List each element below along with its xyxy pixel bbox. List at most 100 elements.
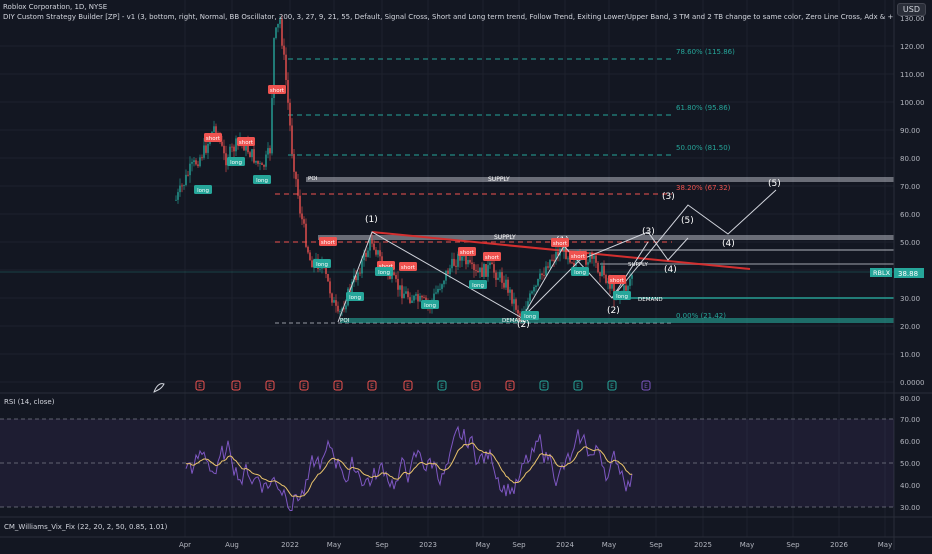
rsi-ma-line <box>186 442 633 498</box>
candle-body <box>229 146 231 160</box>
price-tick-label: 20.00 <box>900 323 920 331</box>
earnings-event-marker[interactable] <box>333 380 343 391</box>
poi-label-bottom: POI <box>340 318 350 324</box>
elliott-wave-drawings: (1) (2) (1) (2) (3) (4) (5) (3) (4) (5) <box>337 179 781 330</box>
candle-body <box>423 297 425 299</box>
candle-body <box>529 293 531 302</box>
candle-body <box>371 239 373 244</box>
candle-body <box>469 259 471 263</box>
time-tick-label: Apr <box>179 541 191 549</box>
earnings-event-label: E <box>406 383 410 390</box>
earnings-event-label: E <box>474 383 478 390</box>
candle-body <box>419 295 421 302</box>
candle-body <box>199 157 201 167</box>
candle-body <box>507 279 509 293</box>
earnings-event-marker[interactable] <box>505 380 515 391</box>
candle-body <box>267 148 269 155</box>
long-signal-badge <box>313 259 331 268</box>
candle-body <box>393 272 395 276</box>
earnings-event-label: E <box>302 383 306 390</box>
earnings-event-marker[interactable] <box>265 380 275 391</box>
candle-body <box>259 163 261 165</box>
candle-body <box>339 311 341 312</box>
price-tick-label: 120.00 <box>900 43 925 51</box>
earnings-event-marker[interactable] <box>195 380 205 391</box>
price-tick-label: 0.0000 <box>900 379 925 387</box>
earnings-event-label: E <box>336 383 340 390</box>
candle-body <box>399 285 401 290</box>
last-price-bg <box>894 268 924 278</box>
candle-body <box>589 252 591 263</box>
candle-body <box>325 265 327 275</box>
candle-body <box>283 45 285 55</box>
time-tick-label: May <box>740 541 754 549</box>
symbol-title[interactable]: Roblox Corporation, 1D, NYSE <box>3 3 108 11</box>
long-signal-badge <box>227 157 245 166</box>
candle-body <box>515 299 517 310</box>
earnings-event-marker[interactable] <box>573 380 583 391</box>
earnings-event-marker[interactable] <box>367 380 377 391</box>
time-tick-label: Sep <box>786 541 800 549</box>
candle-body <box>175 199 177 201</box>
candle-body <box>295 171 297 180</box>
candle-body <box>475 270 477 271</box>
candle-body <box>331 293 333 303</box>
long-signal-label: long <box>316 262 328 268</box>
long-signal-badge <box>346 292 364 301</box>
candle-body <box>493 264 495 273</box>
candle-body <box>465 255 467 265</box>
short-signal-badge <box>204 133 222 142</box>
short-signal-label: short <box>460 250 475 256</box>
candle-body <box>539 273 541 280</box>
time-axis[interactable]: Apr Aug 2022 May Sep 2023 May Sep 2024 May Sep 2025… <box>179 541 892 549</box>
rsi-tick-label: 50.00 <box>900 460 920 468</box>
candle-body <box>553 259 555 261</box>
candle-body <box>467 259 469 265</box>
time-tick-label: May <box>602 541 616 549</box>
candle-body <box>257 160 259 164</box>
rsi-tick-label: 30.00 <box>900 504 920 512</box>
candle-body <box>297 179 299 196</box>
candle-body <box>351 281 353 293</box>
indicator-legend[interactable]: DIY Custom Strategy Builder [ZP] - v1 (3… <box>3 13 893 21</box>
candle-body <box>405 291 407 294</box>
candle-body <box>487 265 489 277</box>
candle-body <box>203 145 205 158</box>
candle-body <box>303 219 305 224</box>
short-signal-label: short <box>321 240 336 246</box>
candle-body <box>307 246 309 253</box>
candle-body <box>543 275 545 276</box>
candle-body <box>215 126 217 135</box>
earnings-event-marker[interactable] <box>299 380 309 391</box>
rsi-tick-label: 40.00 <box>900 482 920 490</box>
long-signal-badge <box>571 267 589 276</box>
candle-body <box>595 255 597 263</box>
earnings-event-marker[interactable] <box>403 380 413 391</box>
candle-body <box>481 267 483 277</box>
candle-body <box>453 258 455 266</box>
candle-body <box>535 285 537 288</box>
candle-body <box>545 266 547 276</box>
short-signal-label: short <box>485 255 500 261</box>
earnings-event-marker[interactable] <box>539 380 549 391</box>
earnings-event-marker[interactable] <box>641 380 651 391</box>
candle-body <box>301 213 303 220</box>
fib-label-786: 78.60% (115.86) <box>676 48 735 56</box>
fib-label-500: 50.00% (81.50) <box>676 144 731 152</box>
candle-body <box>305 223 307 247</box>
candle-body <box>373 243 375 250</box>
candle-body <box>623 285 625 293</box>
earnings-event-marker[interactable] <box>607 380 617 391</box>
earnings-event-marker[interactable] <box>231 380 241 391</box>
candle-body <box>327 274 329 282</box>
price-tick-label: 110.00 <box>900 71 925 79</box>
time-tick-label: Sep <box>512 541 526 549</box>
zones: POI SUPPLY SUPPLY SUPPLY DEMAND DEMAND P… <box>0 176 894 324</box>
candle-body <box>517 309 519 314</box>
earnings-event-marker[interactable] <box>471 380 481 391</box>
earnings-event-marker[interactable] <box>437 380 447 391</box>
short-signal-label: short <box>239 140 254 146</box>
currency-button[interactable]: USD <box>896 3 926 16</box>
